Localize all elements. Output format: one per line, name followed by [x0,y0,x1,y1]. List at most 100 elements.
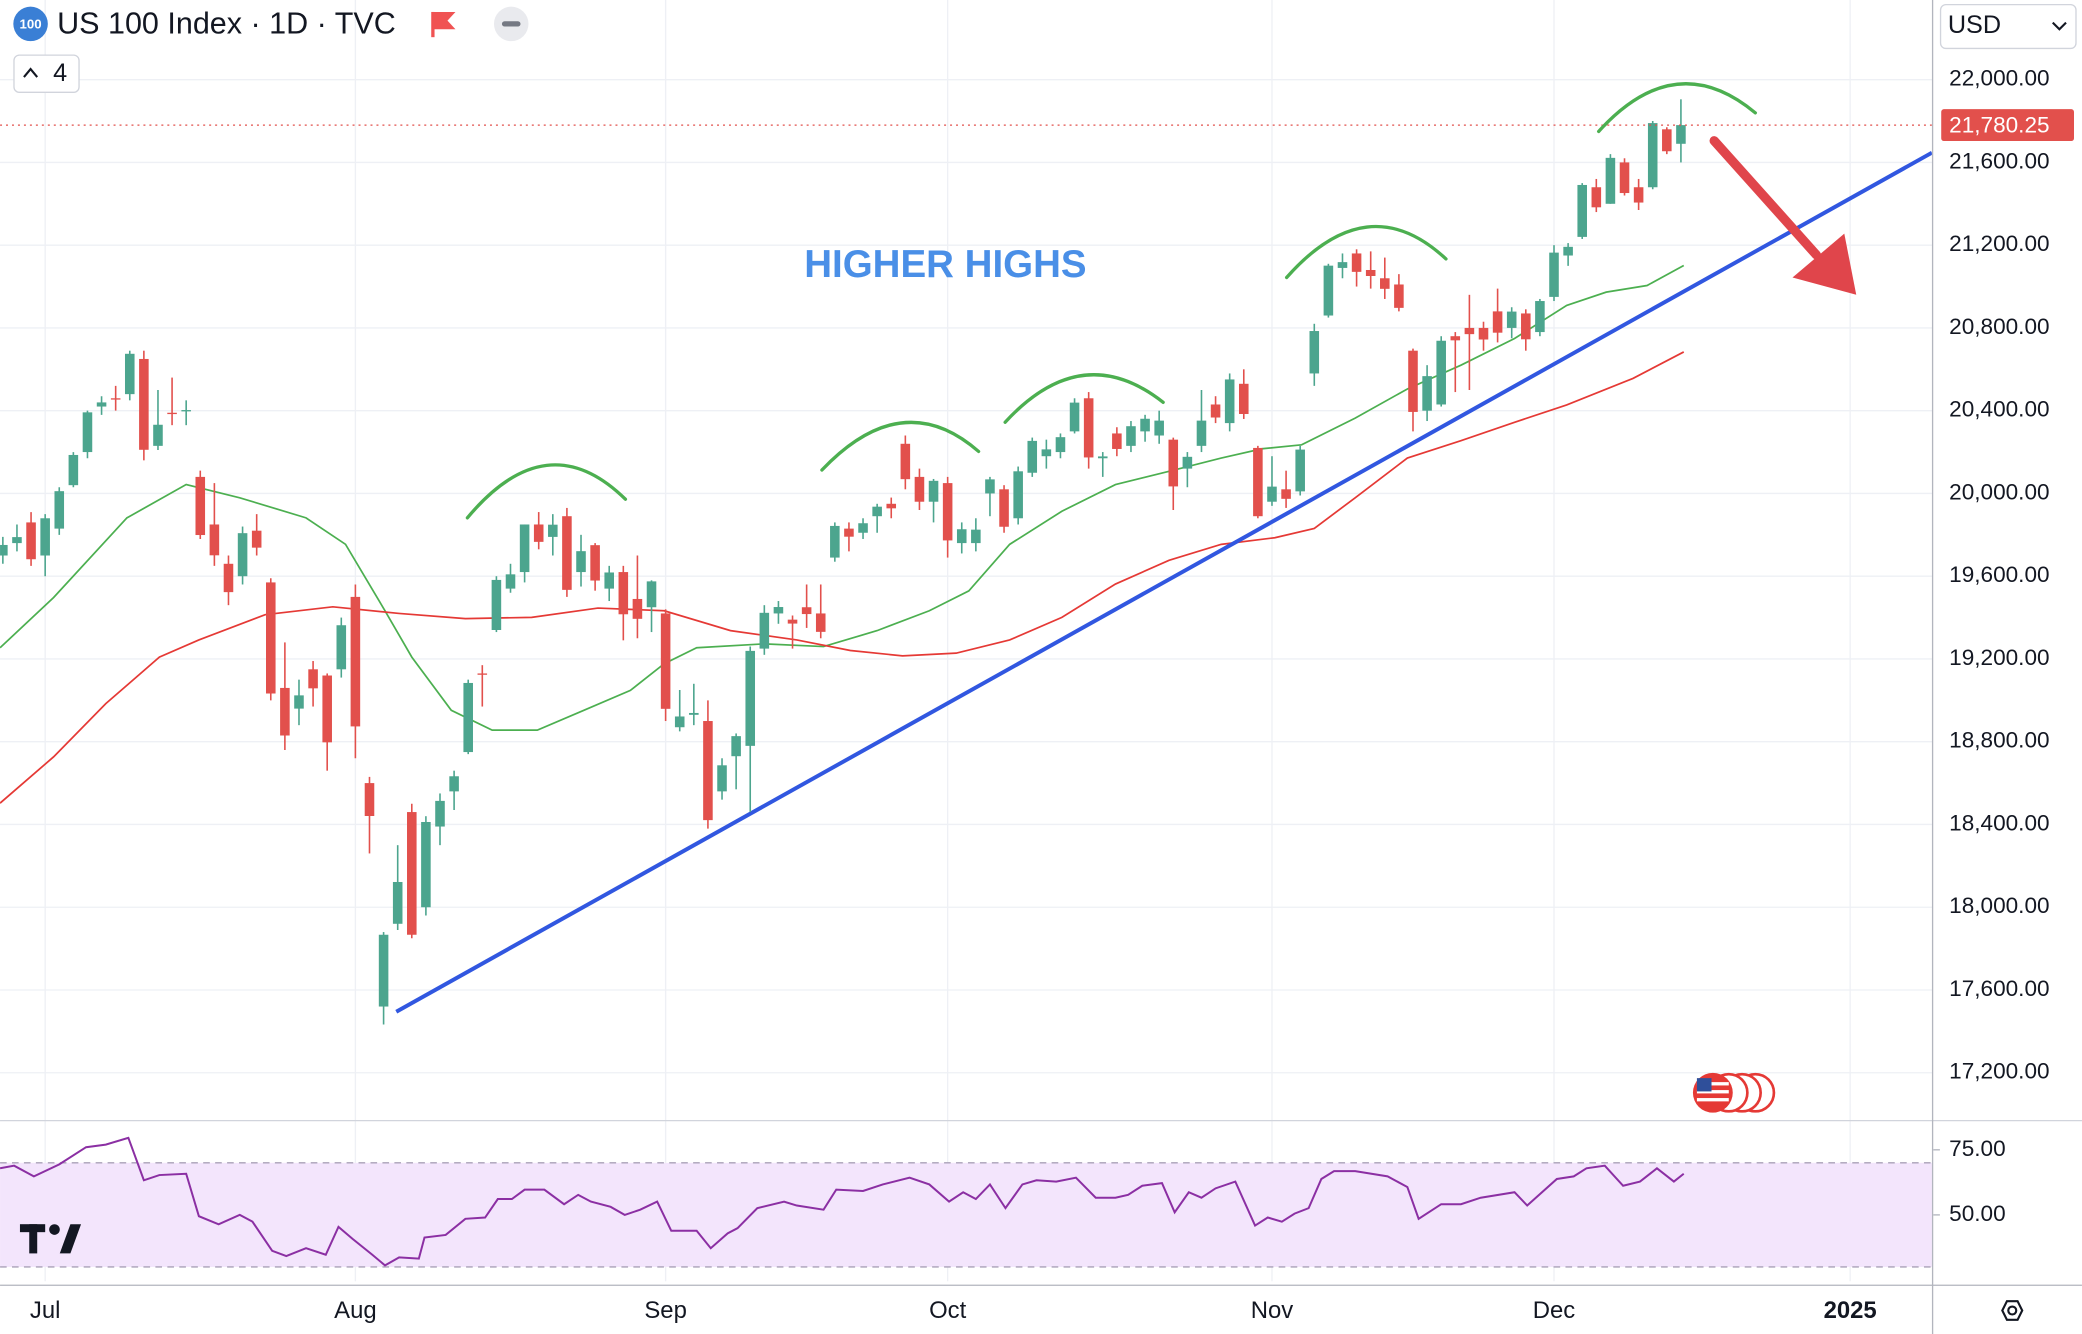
y-tick-label: 20,800.00 [1949,314,2049,339]
candle-body [660,613,671,709]
y-tick-label: 19,200.00 [1949,645,2049,670]
candle-body [110,398,121,400]
x-tick-label: Dec [1533,1297,1576,1324]
candle-body [491,579,502,630]
candle-body [12,537,22,544]
candle-body [928,480,939,502]
x-tick-label: Nov [1251,1297,1294,1324]
last-price-label: 21,780.25 [1949,112,2049,137]
candle-body [463,682,473,753]
candle-body [1422,376,1432,411]
chart-title: US 100 Index · 1D · TVC [57,6,396,40]
rsi-line [0,1136,1685,1267]
candle-body [886,503,897,509]
candle-body [562,516,572,590]
candle-body [1436,340,1446,405]
currency: USD [1948,11,2001,39]
candle-body [1394,284,1404,308]
collapse-button[interactable] [493,6,529,42]
candle-body [1281,489,1291,499]
candle-body [773,607,784,614]
candle-body [378,934,389,1007]
candle-body [1577,184,1587,237]
y-tick-label: 50.00 [1949,1201,2005,1226]
candle-body [167,412,177,415]
candle-body [1337,262,1348,268]
candle-body [1168,439,1179,487]
candle-body [449,776,459,792]
candle-body [124,353,135,395]
candle-body [139,358,149,450]
candle-body [392,881,403,924]
y-tick-label: 21,200.00 [1949,231,2049,256]
candle-body [251,530,262,548]
candle-body [181,410,191,412]
candle-body [153,424,163,446]
x-tick-label: Jul [30,1297,61,1324]
y-tick-label: 21,600.00 [1949,148,2049,173]
candle-body [604,572,614,589]
symbol-logo-text: 100 [20,17,42,32]
candle-body [1210,404,1221,418]
candle-body [477,673,488,675]
candle-body [223,563,234,593]
indicators-toggle[interactable]: 4 [13,54,80,93]
arrow-head [1792,233,1857,295]
candle-body [1662,129,1672,152]
y-tick-label: 17,600.00 [1949,976,2049,1001]
candle-body [266,582,276,694]
candle-body [1605,157,1616,204]
candle-body [322,675,332,743]
candle-body [421,821,431,908]
currency-selector[interactable]: USD [1939,3,2077,50]
rsi-band [0,1162,1932,1267]
high-arc [820,420,981,472]
candle-body [1027,440,1038,473]
candle-body [435,800,445,827]
candle-body [1140,418,1150,432]
candle-body [900,443,911,480]
last-price-box [1941,109,2074,142]
candle-body [999,489,1009,527]
candle-body [632,598,643,619]
flag-icon[interactable] [431,11,456,38]
moving-average-line [0,351,1685,804]
candle-body [96,402,107,407]
candle-body [1647,123,1658,188]
candle-body [1112,433,1122,449]
candle-body [237,533,248,577]
candle-body [1351,253,1362,272]
candle-body [40,518,50,556]
candle-body [703,721,713,821]
candle-body [1549,252,1559,297]
candle-body [745,650,756,746]
tradingview-logo [19,1224,82,1254]
indicator-count: 4 [53,59,67,87]
candle-body [209,524,220,556]
candle-body [1676,125,1686,144]
y-tick-label: 18,800.00 [1949,728,2049,753]
candle-body [336,625,347,670]
candle-body [1365,269,1376,276]
x-tick-label: 2025 [1824,1297,1877,1324]
candle-body [1295,449,1305,492]
candle-body [1323,265,1334,316]
candle-body [1154,420,1164,436]
candle-body [1224,379,1235,424]
settings-button[interactable] [2001,1300,2024,1321]
candle-body [956,529,967,544]
candle-body [618,572,629,615]
candle-body [985,479,995,494]
y-tick-label: 20,000.00 [1949,479,2049,504]
candle-body [815,613,826,632]
event-flags[interactable] [1692,1072,1776,1113]
candle-body [844,528,854,537]
candle-body [1253,447,1263,517]
candle-body [68,454,79,486]
candle-body [1563,246,1573,256]
candle-body [1619,162,1630,194]
candle-body [646,581,657,608]
candle-body [195,476,206,536]
